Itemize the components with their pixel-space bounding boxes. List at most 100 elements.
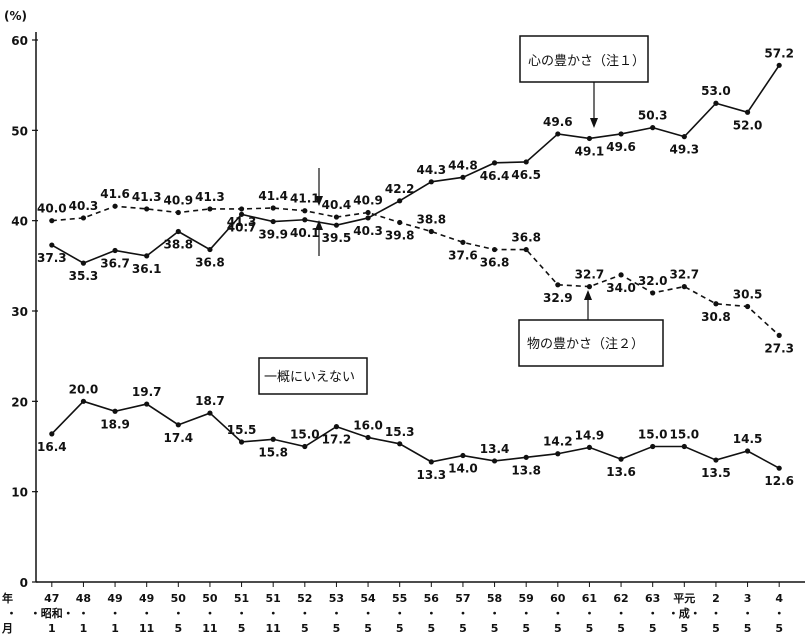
data-points: [49, 62, 782, 471]
x-tick-year: 48: [76, 592, 91, 605]
data-label: 39.9: [258, 228, 288, 242]
x-header-year: 年: [2, 591, 13, 605]
data-point: [270, 205, 276, 211]
data-label: 41.4: [258, 189, 288, 203]
y-tick-label: 50: [11, 124, 28, 138]
x-tick-year: 平元: [673, 592, 695, 605]
x-tick-year: 50: [171, 592, 187, 605]
y-axis-ticks: 0 10 20 30 40 50 60: [11, 34, 38, 590]
data-point: [618, 456, 624, 462]
x-tick-era: ・成・: [668, 606, 701, 620]
data-point: [713, 457, 719, 463]
x-tick-era: ・: [110, 607, 121, 620]
data-label: 42.2: [385, 182, 415, 196]
data-label: 36.1: [132, 262, 162, 276]
data-label: 15.3: [385, 425, 415, 439]
data-point: [586, 444, 593, 451]
data-point: [491, 246, 498, 253]
data-point: [144, 206, 150, 212]
x-tick-year: 49: [139, 592, 154, 605]
data-point: [776, 332, 782, 338]
data-label: 30.8: [701, 310, 731, 324]
data-point: [555, 131, 561, 137]
data-label: 19.7: [132, 385, 162, 399]
data-point: [80, 398, 87, 404]
data-point: [776, 62, 782, 68]
data-point: [112, 247, 118, 254]
data-point: [428, 228, 434, 235]
data-point: [681, 134, 687, 140]
data-label: 18.7: [195, 394, 225, 408]
data-point: [491, 160, 498, 166]
y-tick-label: 40: [11, 215, 28, 229]
data-label: 46.4: [480, 169, 510, 183]
data-label: 38.8: [417, 213, 447, 227]
x-axis-ticks: 年・月 47・昭和・ 1 48 ・ 1 49 ・ 1 49 ・ 11 50 ・ 5 50 ・ 11 51 ・ 5 51 ・ 1…: [1, 582, 785, 635]
data-label: 53.0: [701, 84, 731, 98]
data-label: 40.7: [227, 220, 257, 234]
data-label: 15.0: [638, 428, 668, 442]
data-point: [333, 214, 340, 220]
x-tick-era: ・: [710, 607, 721, 620]
data-labels: 37.335.336.7 36.138.836.840.739.9 40.1 39.5…: [37, 46, 794, 488]
x-tick-month: 5: [238, 622, 246, 635]
data-point: [681, 284, 687, 290]
y-tick-label: 20: [11, 395, 28, 409]
data-point: [586, 284, 593, 290]
x-tick-month: 5: [459, 622, 467, 635]
x-tick-month: 11: [139, 622, 154, 635]
series-line-0: [51, 64, 780, 265]
x-tick-year: 61: [582, 592, 597, 605]
x-tick-era: ・: [426, 607, 437, 620]
data-label: 13.8: [511, 463, 541, 477]
data-label: 40.9: [164, 194, 194, 208]
x-tick-month: 5: [301, 622, 309, 635]
data-label: 44.8: [448, 158, 478, 172]
data-point: [744, 303, 751, 310]
data-point: [175, 228, 181, 235]
data-point: [238, 211, 245, 217]
data-point: [491, 458, 498, 464]
data-point: [49, 431, 55, 437]
x-tick-era: ・: [173, 607, 184, 620]
data-point: [270, 218, 276, 225]
x-tick-month: 5: [744, 622, 752, 635]
x-tick-year: 60: [550, 592, 566, 605]
data-point: [523, 454, 529, 460]
data-label: 40.4: [322, 198, 352, 212]
x-tick-month: 1: [80, 622, 88, 635]
data-label: 49.3: [670, 143, 700, 157]
x-tick-era: ・: [141, 607, 152, 620]
legend-box-mono: 物の豊かさ（注２）: [518, 290, 664, 367]
legend-mono-label: 物の豊かさ（注２）: [527, 337, 644, 352]
data-point: [144, 401, 150, 407]
data-label: 49.6: [606, 140, 636, 154]
data-label: 35.3: [69, 269, 99, 283]
data-label: 40.1: [290, 226, 320, 240]
y-axis-unit: (%): [4, 9, 27, 23]
y-tick-label: 30: [11, 305, 28, 319]
data-point: [460, 174, 466, 180]
data-point: [397, 198, 403, 204]
data-label: 32.7: [670, 268, 700, 282]
data-label: 36.8: [195, 256, 225, 270]
annotation-arrows-52: [315, 168, 323, 256]
x-tick-era: ・: [204, 607, 215, 620]
x-tick-month: 5: [333, 622, 341, 635]
data-label: 27.3: [764, 341, 794, 355]
x-tick-year: 3: [744, 592, 752, 605]
data-label: 40.9: [353, 194, 383, 208]
data-label: 14.5: [733, 432, 763, 446]
data-label: 46.5: [511, 168, 541, 182]
y-tick-label: 60: [11, 34, 28, 48]
legend-box-ichigai: 一概にいえない: [258, 357, 368, 395]
data-label: 30.5: [733, 287, 763, 301]
data-point: [397, 219, 403, 226]
data-point: [428, 459, 434, 465]
data-point: [175, 209, 181, 216]
x-tick-era: ・: [647, 607, 658, 620]
data-point: [713, 301, 719, 307]
data-point: [523, 159, 529, 165]
data-label: 16.4: [37, 440, 67, 454]
